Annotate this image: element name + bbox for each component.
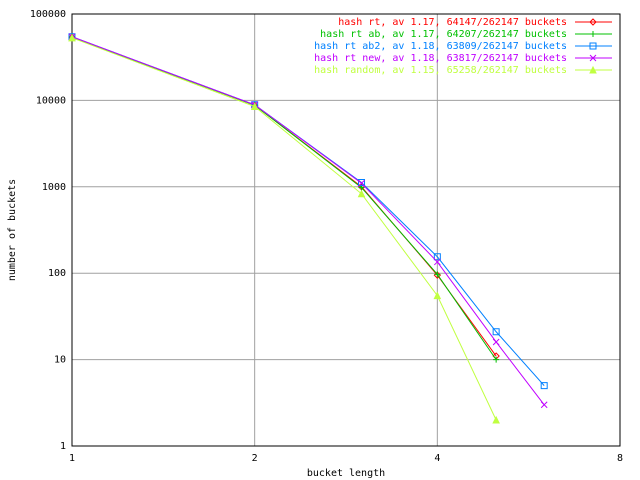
legend-label: hash rt ab2, av 1.18, 63809/262147 bucke… bbox=[314, 41, 567, 52]
marker bbox=[68, 33, 76, 42]
y-axis-label: number of buckets bbox=[7, 179, 18, 281]
marker bbox=[358, 179, 365, 187]
marker bbox=[540, 382, 548, 390]
legend-marker bbox=[589, 65, 597, 74]
marker bbox=[433, 258, 441, 266]
series-line bbox=[71, 36, 545, 406]
legend-marker bbox=[589, 42, 597, 50]
marker bbox=[250, 102, 259, 110]
x-tick-label: 2 bbox=[252, 453, 258, 464]
legend-marker bbox=[589, 54, 597, 62]
legend-label: hash rt, av 1.17, 64147/262147 buckets bbox=[338, 17, 567, 28]
marker bbox=[492, 415, 500, 424]
marker bbox=[492, 338, 500, 346]
y-tick-label: 1 bbox=[60, 441, 66, 452]
legend-marker bbox=[590, 31, 596, 37]
y-tick-label: 10 bbox=[54, 355, 66, 366]
y-tick-label: 100 bbox=[48, 268, 66, 279]
marker bbox=[492, 328, 500, 336]
x-tick-label: 4 bbox=[434, 453, 440, 464]
y-tick-label: 10000 bbox=[36, 95, 66, 106]
x-axis-label: bucket length bbox=[307, 468, 385, 479]
marker bbox=[540, 401, 548, 409]
legend-label: hash random, av 1.15, 65258/262147 bucke… bbox=[314, 65, 567, 76]
marker bbox=[434, 271, 441, 278]
legend-label: hash rt ab, av 1.17, 64207/262147 bucket… bbox=[320, 29, 567, 40]
marker bbox=[357, 189, 366, 198]
legend-label: hash rt new, av 1.18, 63817/262147 bucke… bbox=[314, 53, 567, 64]
y-tick-label: 100000 bbox=[30, 9, 66, 20]
y-tick-label: 1000 bbox=[42, 182, 66, 193]
legend-marker bbox=[589, 18, 597, 26]
x-tick-label: 1 bbox=[69, 453, 75, 464]
marker bbox=[433, 291, 442, 300]
marker bbox=[493, 356, 500, 363]
x-tick-label: 8 bbox=[617, 453, 623, 464]
marker bbox=[433, 253, 441, 261]
plot-frame bbox=[71, 13, 621, 447]
